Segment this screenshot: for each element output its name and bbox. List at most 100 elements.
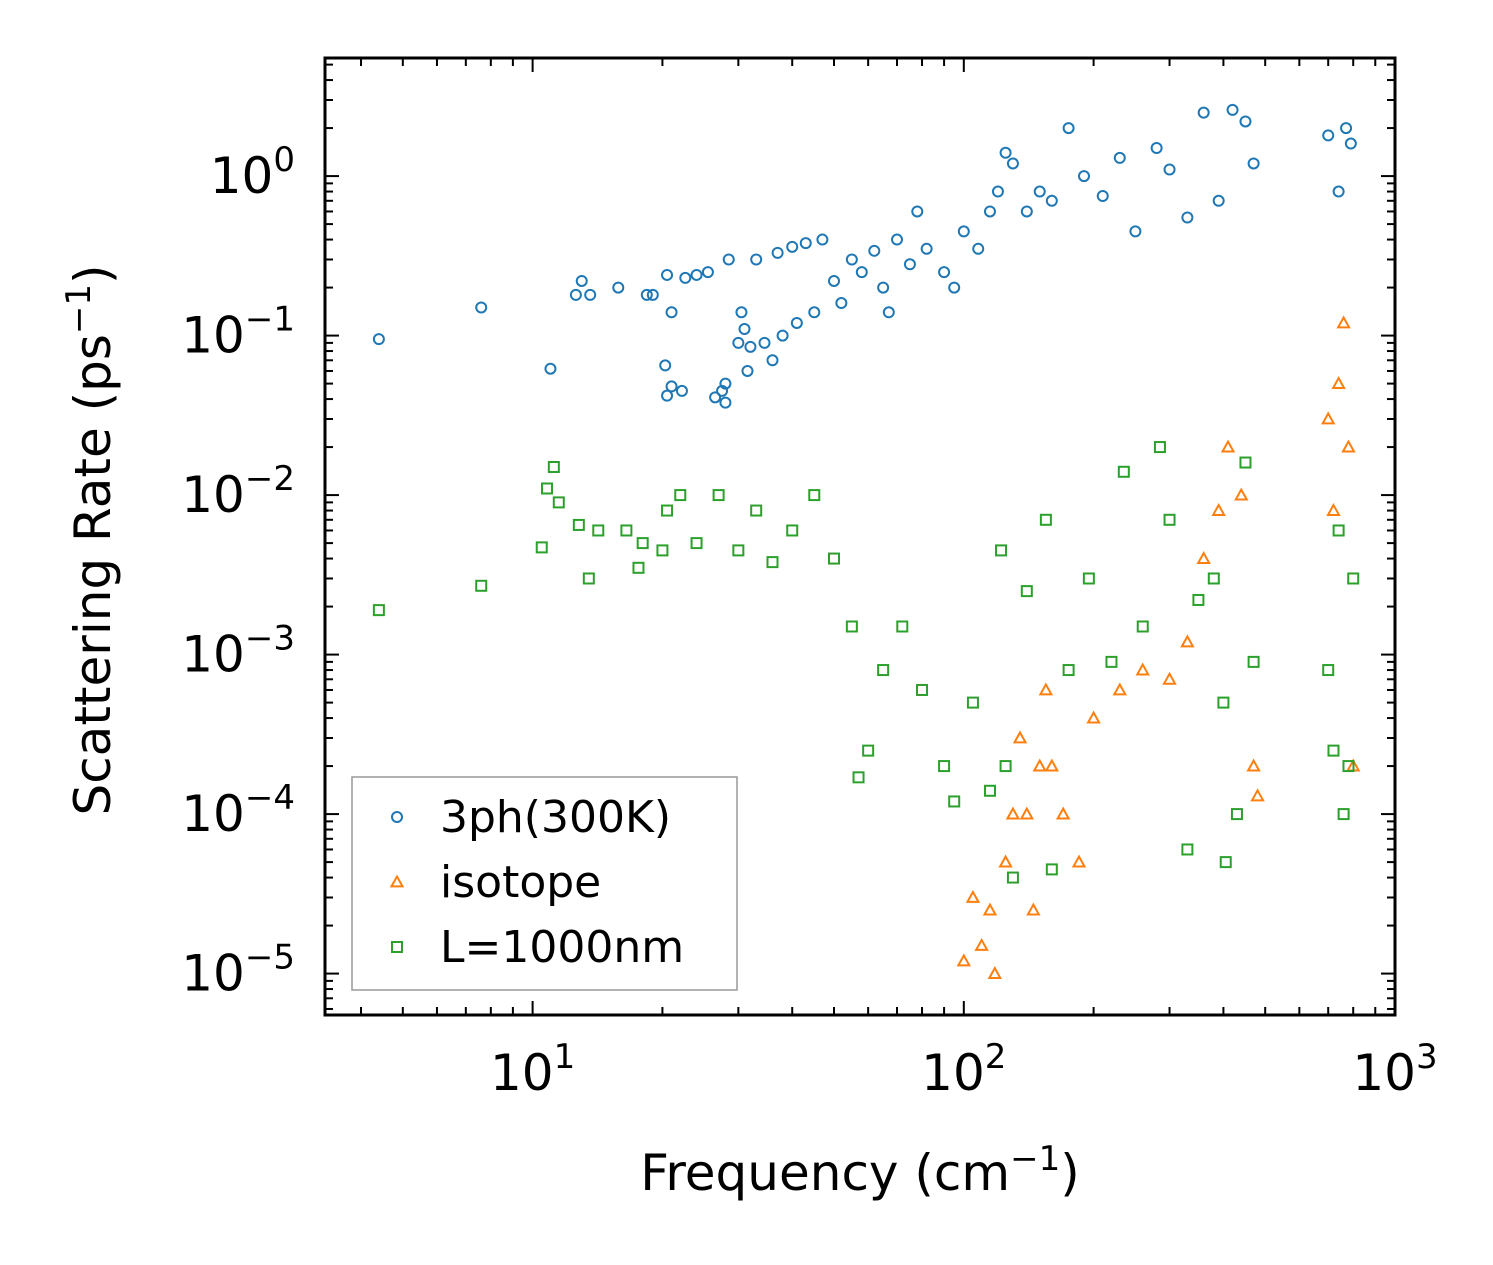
y-tick-label: 10−1 xyxy=(181,300,295,365)
data-point xyxy=(776,329,789,342)
x-axis-title: Frequency (cm−1) xyxy=(640,1139,1080,1202)
data-point xyxy=(766,354,779,367)
data-point xyxy=(575,274,588,287)
data-point xyxy=(948,795,961,808)
data-point xyxy=(1220,439,1236,453)
data-point xyxy=(1336,315,1351,329)
data-point xyxy=(1217,696,1230,709)
data-point xyxy=(938,760,951,773)
data-point xyxy=(1181,211,1194,224)
data-point xyxy=(1032,758,1047,772)
data-point xyxy=(1212,194,1225,207)
data-point xyxy=(1247,655,1260,668)
data-point xyxy=(1332,524,1345,537)
data-point xyxy=(816,233,829,246)
data-point xyxy=(1012,730,1028,744)
data-point xyxy=(999,146,1012,159)
plot-frame xyxy=(323,56,1397,1017)
data-point xyxy=(882,306,895,319)
data-point xyxy=(855,266,868,279)
data-point xyxy=(1078,170,1091,183)
data-point xyxy=(541,482,554,495)
data-point xyxy=(828,552,841,565)
data-point xyxy=(1113,151,1126,164)
data-point xyxy=(738,322,751,335)
data-point xyxy=(741,364,754,377)
data-point xyxy=(632,561,645,574)
data-point xyxy=(1062,122,1075,135)
data-point xyxy=(1163,163,1176,176)
data-point xyxy=(852,771,865,784)
data-point xyxy=(1207,572,1220,585)
data-point xyxy=(1341,439,1356,453)
data-point xyxy=(1332,185,1345,198)
data-point xyxy=(646,288,659,301)
data-point xyxy=(1342,760,1355,773)
data-point xyxy=(1219,856,1232,869)
x-tick-label: 103 xyxy=(1352,1037,1437,1102)
data-point xyxy=(592,524,605,537)
data-point xyxy=(1117,465,1130,478)
data-point xyxy=(808,489,821,502)
data-point xyxy=(1347,572,1360,585)
data-point xyxy=(1033,185,1046,198)
data-point xyxy=(758,336,771,349)
data-point xyxy=(956,953,972,967)
data-point xyxy=(1045,194,1058,207)
data-point xyxy=(1006,871,1019,884)
data-point xyxy=(786,524,799,537)
data-point xyxy=(868,244,881,257)
legend-entry: isotope xyxy=(389,857,601,908)
legend: 3ph(300K) isotope L=1000nm xyxy=(351,776,738,991)
data-point xyxy=(903,258,916,271)
data-point xyxy=(790,316,803,329)
data-point xyxy=(690,537,703,550)
data-point xyxy=(1026,902,1041,916)
legend-entry: L=1000nm xyxy=(391,922,684,973)
data-point xyxy=(983,784,996,797)
data-point xyxy=(1246,758,1261,772)
data-point xyxy=(1038,682,1054,696)
data-point xyxy=(584,288,597,301)
series-1 xyxy=(372,103,1357,409)
data-point xyxy=(1105,655,1118,668)
data-point xyxy=(786,240,799,253)
y-tick-label: 100 xyxy=(210,140,295,205)
data-point xyxy=(877,664,890,677)
data-point xyxy=(709,391,722,404)
y-tick-label: 10−3 xyxy=(181,619,295,684)
data-point xyxy=(1112,682,1127,696)
data-point xyxy=(1322,129,1335,142)
data-point xyxy=(1006,157,1019,170)
data-point xyxy=(1062,664,1075,677)
data-point xyxy=(896,620,909,633)
data-point xyxy=(972,242,985,255)
data-point xyxy=(920,242,933,255)
data-point xyxy=(656,544,669,557)
data-point xyxy=(799,237,812,250)
data-point xyxy=(1153,441,1166,454)
data-point xyxy=(716,384,729,397)
data-point xyxy=(552,496,565,509)
data-point xyxy=(659,359,672,372)
y-axis-title: Scattering Rate (ps−1) xyxy=(59,264,122,815)
data-point xyxy=(845,620,858,633)
data-point xyxy=(620,524,633,537)
data-point xyxy=(862,744,875,757)
data-point xyxy=(1181,843,1194,856)
data-point xyxy=(1020,205,1033,218)
x-tick-label: 101 xyxy=(490,1037,575,1102)
data-point xyxy=(1331,376,1346,390)
data-point xyxy=(1226,103,1239,116)
data-point xyxy=(674,489,687,502)
data-point xyxy=(744,340,757,353)
data-point xyxy=(372,604,385,617)
data-point xyxy=(1192,593,1205,606)
data-point xyxy=(1234,487,1249,501)
data-point xyxy=(722,253,735,266)
y-tick-label: 10−4 xyxy=(181,778,295,843)
data-point xyxy=(679,271,692,284)
data-point xyxy=(636,537,649,550)
data-point xyxy=(1019,806,1035,820)
